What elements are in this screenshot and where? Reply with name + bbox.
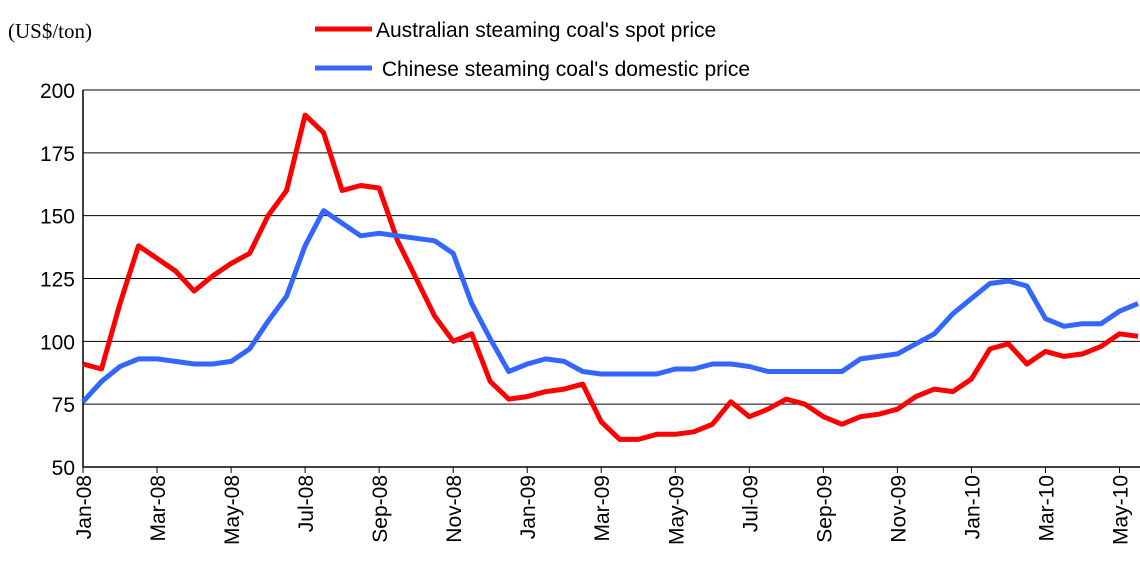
y-tick-label: 150 [40, 206, 75, 229]
x-tick-label: Mar-09 [591, 475, 614, 542]
y-tick-label: 200 [40, 80, 75, 103]
x-tick-label: Jul-08 [295, 475, 318, 532]
x-tick-label: Mar-10 [1035, 475, 1058, 542]
y-tick-label: 125 [40, 269, 75, 292]
y-tick-label: 175 [40, 143, 75, 166]
x-tick-label: Jul-09 [739, 475, 762, 532]
y-axis-label: (US$/ton) [8, 19, 92, 43]
x-tick-label: Jan-09 [517, 475, 540, 539]
x-tick-label: May-10 [1109, 475, 1132, 545]
x-tick-label: Sep-08 [369, 475, 392, 543]
x-tick-label: Nov-08 [443, 475, 466, 543]
y-tick-label: 100 [40, 331, 75, 354]
series-line [81, 208, 1139, 404]
x-tick-label: May-08 [221, 475, 244, 545]
x-tick-label: Mar-08 [147, 475, 170, 542]
x-tick-label: Sep-09 [813, 475, 836, 543]
legend-label: Australian steaming coal's spot price [376, 19, 716, 42]
x-tick-label: Jan-10 [961, 475, 984, 539]
x-tick-label: Jan-08 [73, 475, 96, 539]
y-tick-label: 75 [52, 394, 75, 417]
legend-label: Chinese steaming coal's domestic price [376, 58, 750, 81]
y-tick-label: 50 [52, 457, 75, 480]
series-line [82, 112, 1139, 442]
x-tick-label: Nov-09 [887, 475, 910, 543]
x-tick-label: May-09 [665, 475, 688, 545]
